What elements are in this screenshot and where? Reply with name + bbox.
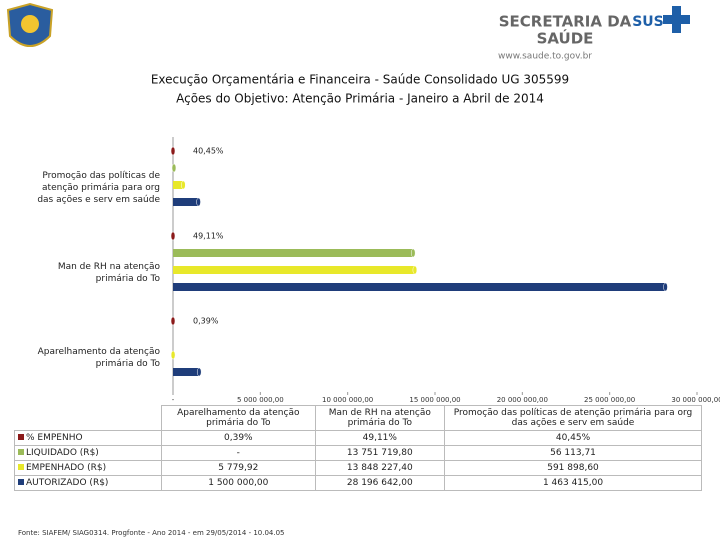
table-header: Aparelhamento da atenção primária do To M…	[15, 405, 702, 431]
bar-cap	[410, 248, 416, 258]
header-cell: Man de RH na atenção primária do To	[314, 405, 446, 431]
legend-cell: % EMPENHO	[14, 430, 162, 446]
table-cell: 1 500 000,00	[161, 475, 316, 491]
legend-swatch	[18, 449, 24, 455]
bar-cap	[412, 265, 418, 275]
source: Fonte: SIAFEM/ SIAG0314. Progfonte - Ano…	[18, 529, 285, 537]
legend-cell: LIQUIDADO (R$)	[14, 445, 162, 461]
bar	[173, 249, 414, 257]
x-tick-label: 30 000 000,00	[671, 396, 720, 404]
x-tick-label: 15 000 000,00	[409, 396, 460, 404]
table-cell: 56 113,71	[444, 445, 702, 461]
bar	[173, 198, 199, 206]
x-tick-label: 5 000 000,00	[237, 396, 284, 404]
table-row: % EMPENHO 0,39% 49,11% 40,45%	[14, 430, 702, 446]
header-cell: Promoção das políticas de atenção primár…	[444, 405, 702, 431]
data-label: 0,39%	[193, 317, 219, 326]
bar-cap	[181, 180, 186, 190]
org-line1: SECRETARIA DA	[499, 13, 632, 31]
table-cell: 28 196 642,00	[314, 475, 446, 491]
x-tick-label: 20 000 000,00	[497, 396, 548, 404]
bar-cap	[170, 146, 176, 156]
bar	[173, 283, 666, 291]
table-cell: 13 848 227,40	[314, 460, 446, 476]
table-cell: 13 751 719,80	[314, 445, 446, 461]
x-tick-label: -	[172, 396, 175, 404]
corner-cell	[15, 406, 162, 431]
table-row: EMPENHADO (R$) 5 779,92 13 848 227,40 591 8…	[14, 460, 702, 476]
bar-cap	[170, 231, 176, 241]
org-line2: SAÚDE	[537, 29, 594, 48]
category-label: Man de RH na atenção primária do To	[57, 261, 160, 284]
sus-cross	[663, 6, 690, 33]
chart-title: Execução Orçamentária e Financeira - Saú…	[151, 73, 569, 87]
table-cell: 591 898,60	[444, 460, 702, 476]
crest-logo	[6, 2, 54, 47]
table-cell: 1 463 415,00	[444, 475, 702, 491]
table-cell: 5 779,92	[161, 460, 316, 476]
data-label: 40,45%	[193, 147, 224, 156]
bar-cap	[170, 350, 176, 360]
legend-label: % EMPENHO	[26, 433, 83, 443]
bar-cap	[196, 197, 201, 207]
legend-cell: AUTORIZADO (R$)	[14, 475, 162, 491]
x-tick-label: 10 000 000,00	[322, 396, 373, 404]
table-cell: 0,39%	[161, 430, 316, 446]
chart-subtitle: Ações do Objetivo: Atenção Primária - Ja…	[176, 92, 544, 106]
legend-label: AUTORIZADO (R$)	[26, 478, 109, 488]
bar-cap	[171, 163, 177, 173]
bar	[173, 368, 200, 376]
data-table: Aparelhamento da atenção primária do To M…	[14, 405, 702, 491]
data-label: 49,11%	[193, 232, 224, 241]
category-label: Aparelhamento da atenção primária do To	[37, 346, 160, 369]
sus-logo: SUS	[632, 14, 664, 30]
legend-swatch	[18, 479, 24, 485]
header-cell: Aparelhamento da atenção primária do To	[161, 405, 316, 431]
table-cell: 49,11%	[314, 430, 446, 446]
bar	[173, 266, 415, 274]
x-tick-label: 25 000 000,00	[584, 396, 635, 404]
bar-cap	[663, 282, 668, 292]
table-cell: -	[161, 445, 316, 461]
bar	[173, 181, 184, 189]
legend-label: LIQUIDADO (R$)	[26, 448, 99, 458]
bar-cap	[196, 367, 202, 377]
table-row: AUTORIZADO (R$) 1 500 000,00 28 196 642,00…	[14, 475, 702, 491]
category-label: Promoção das políticas de atenção primár…	[37, 170, 160, 205]
legend-swatch	[18, 464, 24, 470]
table-row: LIQUIDADO (R$) -13 751 719,80 56 113,71	[14, 445, 702, 461]
legend-cell: EMPENHADO (R$)	[14, 460, 162, 476]
legend-label: EMPENHADO (R$)	[26, 463, 107, 473]
table-cell: 40,45%	[444, 430, 702, 446]
legend-swatch	[18, 434, 24, 440]
url: www.saude.to.gov.br	[498, 52, 592, 62]
bar-cap	[170, 316, 176, 326]
